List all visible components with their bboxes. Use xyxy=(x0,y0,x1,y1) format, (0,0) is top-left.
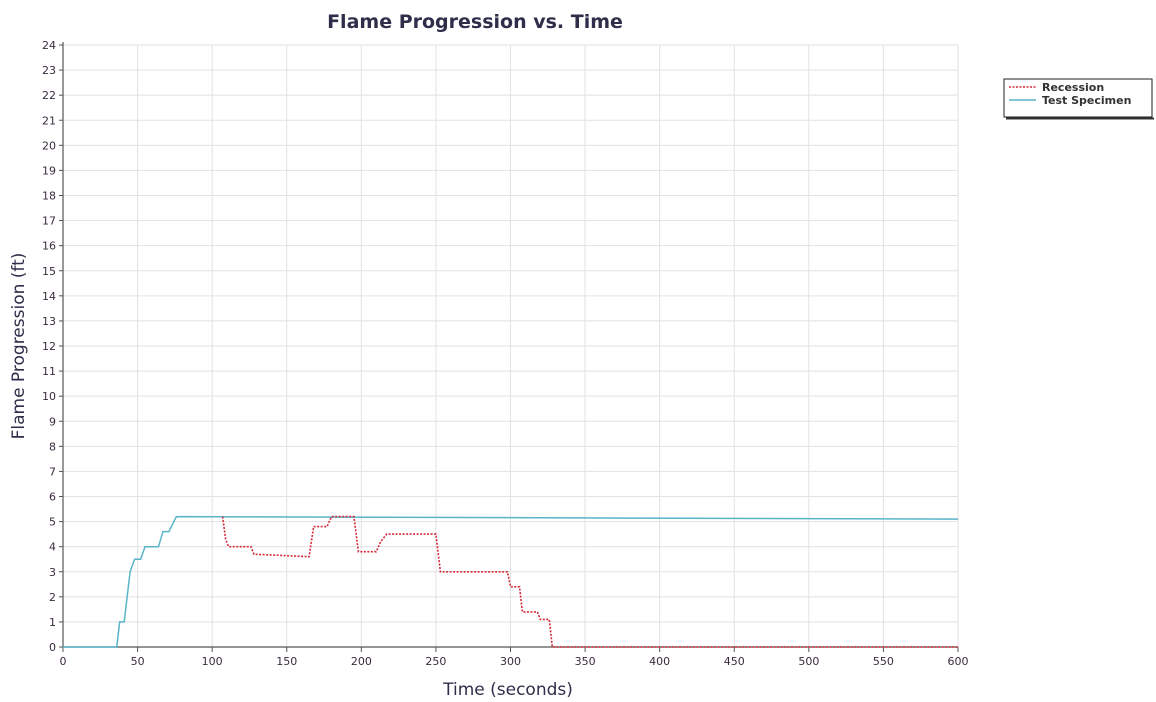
x-tick-label: 450 xyxy=(724,655,745,668)
series-line-recession xyxy=(221,515,958,648)
x-tick-label: 200 xyxy=(351,655,372,668)
y-tick-label: 14 xyxy=(42,290,56,303)
legend-label: Test Specimen xyxy=(1042,94,1131,107)
y-tick-label: 17 xyxy=(42,215,56,228)
y-tick-label: 21 xyxy=(42,114,56,127)
y-tick-label: 4 xyxy=(49,541,56,554)
x-tick-label: 600 xyxy=(948,655,969,668)
series-line-test-specimen xyxy=(63,515,959,648)
x-ticks: 0 50 100 150 200 250 300 350 400 450 500 550 600 xyxy=(60,647,969,668)
y-tick-label: 16 xyxy=(42,240,56,253)
series-layer xyxy=(63,515,959,648)
y-tick-label: 15 xyxy=(42,265,56,278)
x-tick-label: 100 xyxy=(202,655,223,668)
y-tick-label: 18 xyxy=(42,190,56,203)
y-tick-label: 6 xyxy=(49,491,56,504)
chart-title: Flame Progression vs. Time xyxy=(327,11,623,33)
y-tick-label: 10 xyxy=(42,390,56,403)
legend-box xyxy=(1003,78,1153,118)
x-tick-label: 0 xyxy=(60,655,67,668)
x-tick-label: 250 xyxy=(425,655,446,668)
x-tick-label: 50 xyxy=(131,655,145,668)
x-tick-label: 150 xyxy=(276,655,297,668)
y-tick-label: 1 xyxy=(49,616,56,629)
y-tick-label: 20 xyxy=(42,139,56,152)
y-tick-label: 11 xyxy=(42,365,56,378)
y-axis-title: Flame Progression (ft) xyxy=(9,253,29,440)
y-tick-label: 8 xyxy=(49,440,56,453)
y-tick-label: 24 xyxy=(42,39,56,52)
x-axis-title: Time (seconds) xyxy=(442,680,573,700)
y-tick-label: 9 xyxy=(49,415,56,428)
y-tick-label: 2 xyxy=(49,591,56,604)
y-tick-label: 3 xyxy=(49,566,56,579)
y-tick-label: 0 xyxy=(49,641,56,654)
x-tick-label: 300 xyxy=(500,655,521,668)
y-tick-label: 23 xyxy=(42,64,56,77)
y-tick-label: 19 xyxy=(42,164,56,177)
x-tick-label: 350 xyxy=(575,655,596,668)
x-tick-label: 400 xyxy=(649,655,670,668)
y-tick-label: 22 xyxy=(42,89,56,102)
x-tick-label: 550 xyxy=(873,655,894,668)
x-tick-label: 500 xyxy=(798,655,819,668)
y-tick-label: 5 xyxy=(49,516,56,529)
grid xyxy=(63,44,959,647)
y-tick-label: 7 xyxy=(49,465,56,478)
y-tick-label: 12 xyxy=(42,340,56,353)
y-tick-label: 13 xyxy=(42,315,56,328)
legend-label: Recession xyxy=(1042,81,1104,94)
